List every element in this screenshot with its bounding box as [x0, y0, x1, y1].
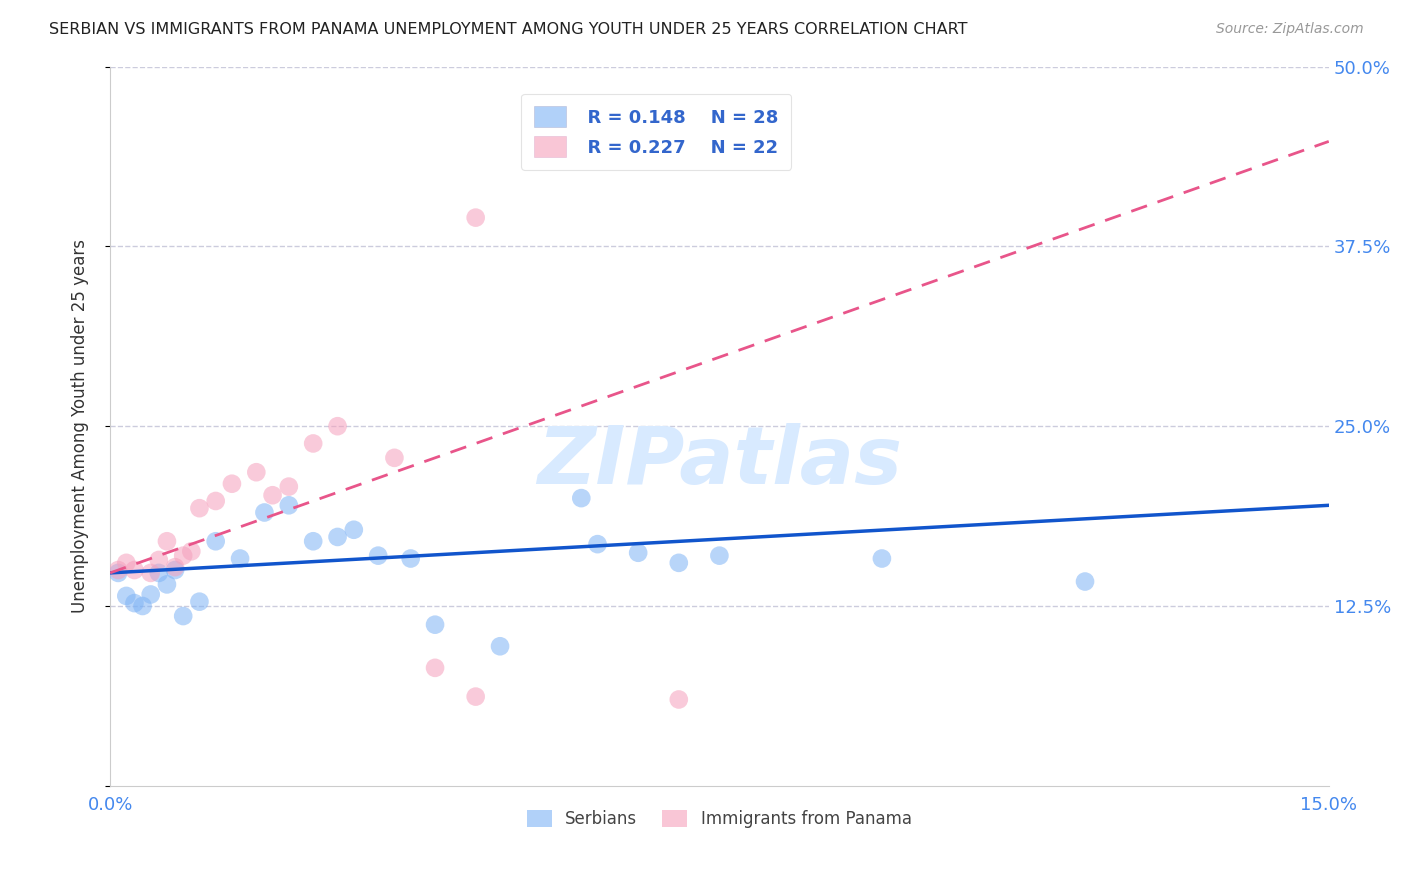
Point — [172, 609, 194, 624]
Point — [188, 595, 211, 609]
Point — [627, 546, 650, 560]
Point — [156, 577, 179, 591]
Point — [569, 491, 592, 505]
Legend: Serbians, Immigrants from Panama: Serbians, Immigrants from Panama — [520, 804, 918, 835]
Point — [277, 498, 299, 512]
Text: SERBIAN VS IMMIGRANTS FROM PANAMA UNEMPLOYMENT AMONG YOUTH UNDER 25 YEARS CORREL: SERBIAN VS IMMIGRANTS FROM PANAMA UNEMPL… — [49, 22, 967, 37]
Point — [131, 599, 153, 613]
Text: ZIPatlas: ZIPatlas — [537, 423, 901, 501]
Point — [384, 450, 406, 465]
Point — [172, 549, 194, 563]
Point — [367, 549, 389, 563]
Point — [262, 488, 284, 502]
Point — [115, 556, 138, 570]
Point — [229, 551, 252, 566]
Point — [326, 419, 349, 434]
Point — [302, 534, 325, 549]
Text: Source: ZipAtlas.com: Source: ZipAtlas.com — [1216, 22, 1364, 37]
Point — [343, 523, 366, 537]
Point — [1074, 574, 1097, 589]
Y-axis label: Unemployment Among Youth under 25 years: Unemployment Among Youth under 25 years — [72, 239, 89, 613]
Point — [245, 465, 267, 479]
Point — [115, 589, 138, 603]
Point — [586, 537, 609, 551]
Point — [180, 544, 202, 558]
Point — [124, 563, 146, 577]
Point — [124, 596, 146, 610]
Point — [156, 534, 179, 549]
Point — [107, 563, 129, 577]
Point — [165, 560, 187, 574]
Point — [423, 661, 446, 675]
Point — [188, 501, 211, 516]
Point — [489, 640, 512, 654]
Point — [277, 480, 299, 494]
Point — [139, 566, 162, 580]
Point — [148, 553, 170, 567]
Point — [253, 506, 276, 520]
Point — [204, 534, 226, 549]
Point — [668, 692, 690, 706]
Point — [107, 566, 129, 580]
Point — [464, 211, 486, 225]
Point — [302, 436, 325, 450]
Point — [165, 563, 187, 577]
Point — [148, 566, 170, 580]
Point — [668, 556, 690, 570]
Point — [326, 530, 349, 544]
Point — [399, 551, 422, 566]
Point — [139, 587, 162, 601]
Point — [204, 494, 226, 508]
Point — [423, 617, 446, 632]
Point — [709, 549, 731, 563]
Point — [870, 551, 893, 566]
Point — [221, 476, 243, 491]
Point — [464, 690, 486, 704]
